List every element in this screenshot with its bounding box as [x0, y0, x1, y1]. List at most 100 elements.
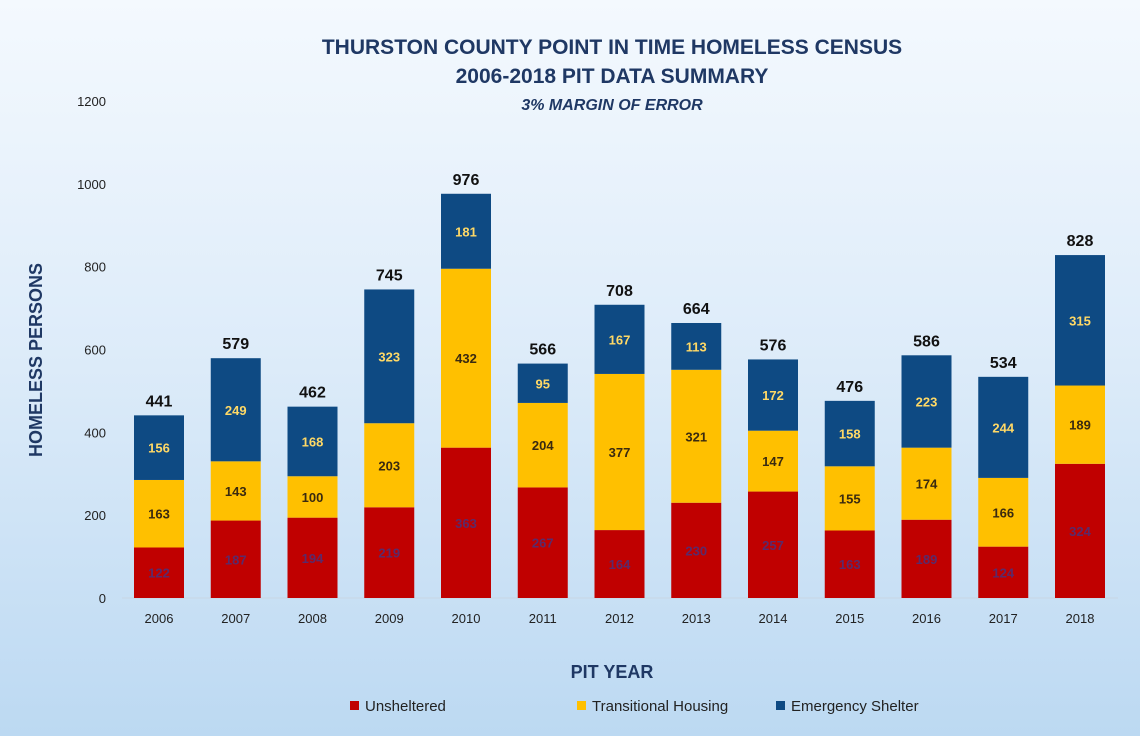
bar-segment-unsheltered	[364, 507, 415, 598]
segment-value-label: 174	[916, 477, 938, 492]
legend-item-transitional-housing: Transitional Housing	[577, 698, 728, 715]
bar-segment-emergency-shelter	[671, 322, 722, 370]
y-tick-label: 0	[99, 591, 106, 606]
bar-segment-emergency-shelter	[748, 359, 798, 431]
bar-segment-unsheltered	[901, 519, 952, 598]
y-axis-label: HOMELESS PERSONS	[26, 263, 46, 457]
total-value-label: 476	[836, 379, 863, 396]
segment-value-label: 203	[378, 458, 400, 473]
x-tick-label: 2017	[989, 611, 1018, 626]
segment-value-label: 163	[839, 557, 861, 572]
segment-value-label: 147	[762, 454, 784, 469]
bar-segment-emergency-shelter	[210, 358, 261, 462]
y-tick-label: 200	[84, 508, 106, 523]
x-tick-label: 2014	[759, 611, 788, 626]
x-tick-label: 2013	[682, 611, 711, 626]
bar-segment-transitional-housing	[748, 430, 798, 492]
segment-value-label: 267	[532, 536, 554, 551]
segment-value-label: 223	[916, 394, 938, 409]
segment-value-label: 156	[148, 441, 170, 456]
segment-value-label: 315	[1069, 313, 1091, 328]
bar-segment-transitional-housing	[287, 476, 338, 518]
total-value-label: 534	[990, 355, 1017, 372]
total-value-label: 441	[146, 393, 173, 410]
bar-segment-transitional-housing	[364, 423, 415, 508]
bar-group-2006: 122 163 156 441 2006	[134, 393, 184, 626]
x-tick-label: 2010	[452, 611, 481, 626]
x-tick-label: 2011	[529, 611, 557, 626]
x-tick-label: 2016	[912, 611, 941, 626]
y-tick-label: 800	[84, 260, 106, 275]
bar-group-2013: 230 321 113 664 2013	[671, 301, 722, 626]
total-value-label: 566	[529, 342, 556, 359]
segment-value-label: 187	[225, 552, 247, 567]
segment-value-label: 172	[762, 388, 784, 403]
legend-swatch	[776, 701, 785, 710]
segment-value-label: 95	[536, 376, 550, 391]
bar-segment-unsheltered	[441, 447, 491, 598]
segment-value-label: 323	[378, 349, 400, 364]
bar-segment-emergency-shelter	[441, 193, 491, 269]
bar-segment-emergency-shelter	[134, 415, 184, 480]
x-axis-label: PIT YEAR	[571, 662, 654, 682]
total-value-label: 579	[222, 336, 249, 353]
segment-value-label: 164	[609, 557, 631, 572]
y-tick-label: 600	[84, 343, 106, 358]
segment-value-label: 122	[148, 566, 170, 581]
bar-segment-emergency-shelter	[517, 363, 568, 403]
segment-value-label: 363	[455, 516, 477, 531]
bar-segment-unsheltered	[287, 517, 338, 598]
segment-value-label: 167	[609, 332, 631, 347]
legend-label: Unsheltered	[365, 698, 446, 715]
bar-segment-unsheltered	[1055, 463, 1105, 598]
segment-value-label: 377	[609, 445, 631, 460]
segment-value-label: 324	[1069, 524, 1091, 539]
segment-value-label: 249	[225, 403, 247, 418]
segment-value-label: 204	[532, 438, 554, 453]
x-tick-label: 2008	[298, 611, 327, 626]
x-tick-label: 2009	[375, 611, 404, 626]
segment-value-label: 257	[762, 538, 784, 553]
total-value-label: 828	[1067, 233, 1094, 250]
y-tick-label: 400	[84, 425, 106, 440]
chart-title: THURSTON COUNTY POINT IN TIME HOMELESS C…	[322, 36, 902, 59]
bar-segment-transitional-housing	[901, 447, 952, 520]
segment-value-label: 163	[148, 507, 170, 522]
bar-segment-emergency-shelter	[978, 376, 1029, 478]
legend-swatch	[577, 701, 586, 710]
total-value-label: 462	[299, 385, 326, 402]
segment-value-label: 189	[1069, 418, 1091, 433]
bar-group-2011: 267 204 95 566 2011	[517, 342, 568, 626]
x-tick-label: 2007	[221, 611, 250, 626]
bar-segment-transitional-housing	[210, 461, 261, 521]
segment-value-label: 100	[302, 490, 324, 505]
legend-label: Emergency Shelter	[791, 698, 919, 715]
segment-value-label: 143	[225, 484, 247, 499]
bar-group-2014: 257 147 172 576 2014	[748, 337, 798, 626]
legend-label: Transitional Housing	[592, 698, 728, 715]
bar-segment-emergency-shelter	[901, 355, 952, 448]
segment-value-label: 124	[992, 565, 1014, 580]
bar-segment-transitional-housing	[824, 466, 875, 531]
segment-value-label: 321	[685, 429, 707, 444]
total-value-label: 576	[760, 337, 787, 354]
total-value-label: 708	[606, 283, 633, 300]
segment-value-label: 155	[839, 491, 861, 506]
bar-segment-unsheltered	[594, 530, 645, 598]
segment-value-label: 113	[686, 339, 707, 354]
bar-segment-unsheltered	[978, 546, 1029, 598]
total-value-label: 664	[683, 301, 710, 318]
bar-segment-transitional-housing	[441, 268, 491, 448]
bar-segment-transitional-housing	[594, 373, 645, 531]
segment-value-label: 181	[455, 224, 477, 239]
bar-segment-transitional-housing	[978, 477, 1029, 547]
segment-value-label: 194	[302, 551, 324, 566]
bar-segment-unsheltered	[671, 502, 722, 598]
x-tick-label: 2006	[145, 611, 174, 626]
total-value-label: 586	[913, 333, 940, 350]
segment-value-label: 244	[992, 420, 1014, 435]
segment-value-label: 432	[455, 351, 477, 366]
segment-value-label: 166	[992, 505, 1014, 520]
y-tick-label: 1000	[77, 177, 106, 192]
x-tick-label: 2012	[605, 611, 634, 626]
